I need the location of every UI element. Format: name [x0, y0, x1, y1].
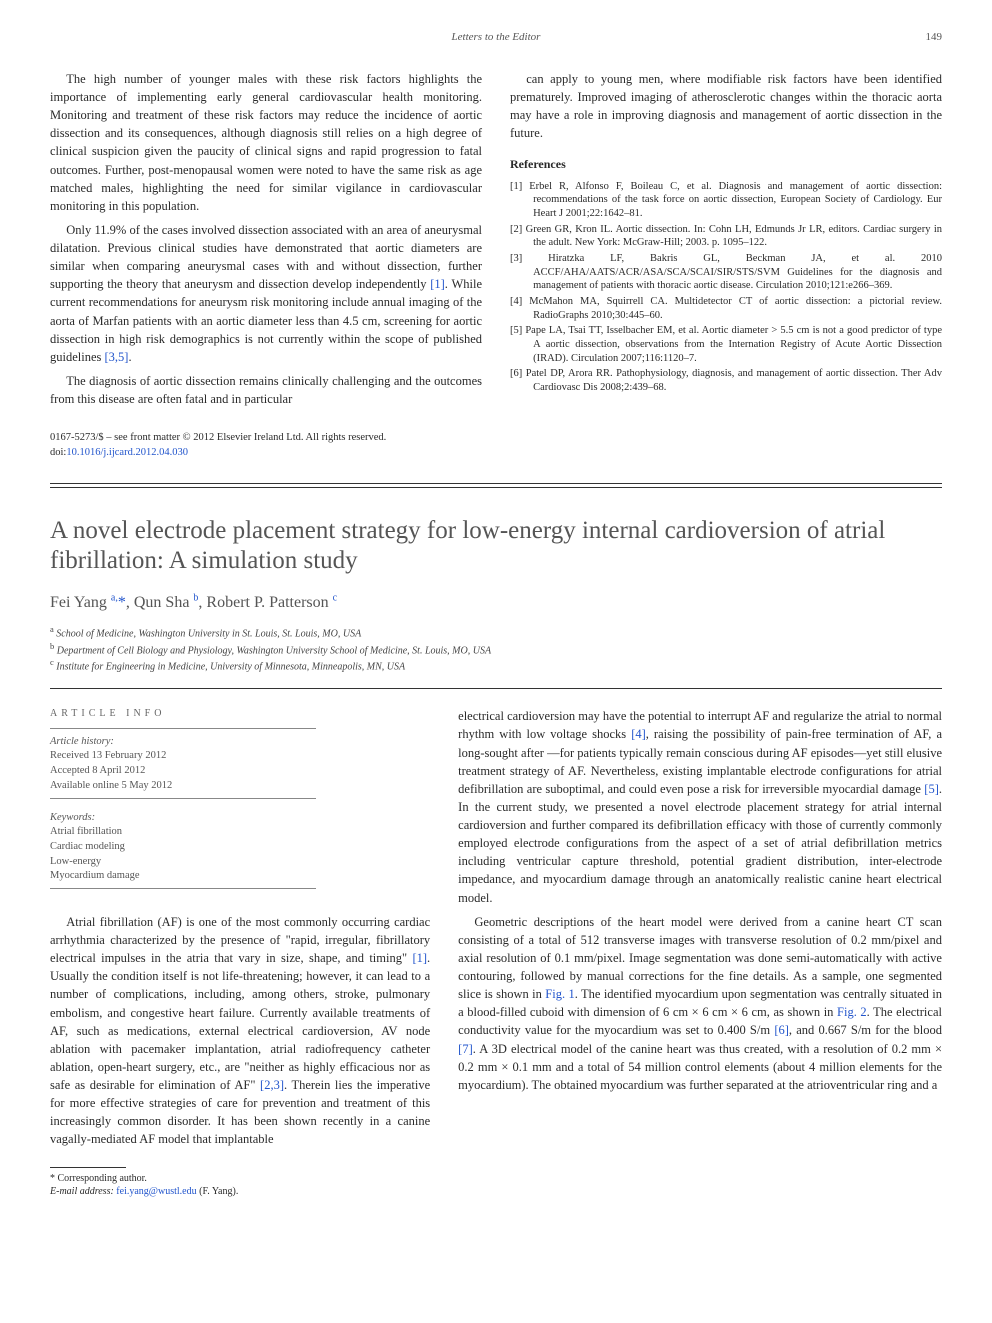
- article-body: ARTICLE INFO Article history: Received 1…: [50, 707, 942, 1198]
- keywords-label: Keywords:: [50, 811, 430, 826]
- keyword: Myocardium damage: [50, 869, 430, 884]
- history-line: Received 13 February 2012: [50, 749, 430, 764]
- para: Atrial fibrillation (AF) is one of the m…: [50, 913, 430, 1149]
- affiliation: c Institute for Engineering in Medicine,…: [50, 657, 942, 674]
- left-body-text: Atrial fibrillation (AF) is one of the m…: [50, 913, 430, 1149]
- left-column: ARTICLE INFO Article history: Received 1…: [50, 707, 430, 1198]
- doi-label: doi:: [50, 447, 66, 458]
- article-rule: [50, 688, 942, 689]
- para: electrical cardioversion may have the po…: [458, 707, 942, 906]
- keyword: Low-energy: [50, 855, 430, 870]
- affiliations: a School of Medicine, Washington Univers…: [50, 624, 942, 674]
- para: Geometric descriptions of the heart mode…: [458, 913, 942, 1094]
- article-separator: [50, 483, 942, 488]
- upper-article-body: The high number of younger males with th…: [50, 70, 942, 414]
- history-line: Available online 5 May 2012: [50, 779, 430, 794]
- corresponding-footnote: * Corresponding author. E-mail address: …: [50, 1172, 430, 1199]
- reference-item: [4] McMahon MA, Squirrell CA. Multidetec…: [510, 295, 942, 322]
- doi-link[interactable]: 10.1016/j.ijcard.2012.04.030: [66, 447, 188, 458]
- keyword: Atrial fibrillation: [50, 825, 430, 840]
- para: can apply to young men, where modifiable…: [510, 70, 942, 143]
- email-attribution: (F. Yang).: [199, 1186, 238, 1197]
- reference-item: [6] Patel DP, Arora RR. Pathophysiology,…: [510, 367, 942, 394]
- affiliation: a School of Medicine, Washington Univers…: [50, 624, 942, 641]
- copyright-line: 0167-5273/$ – see front matter © 2012 El…: [50, 430, 469, 445]
- para: The diagnosis of aortic dissection remai…: [50, 372, 482, 408]
- author-line: Fei Yang a,*, Qun Sha b, Robert P. Patte…: [50, 591, 942, 614]
- journal-name: Letters to the Editor: [90, 30, 902, 46]
- para: The high number of younger males with th…: [50, 70, 482, 215]
- reference-item: [2] Green GR, Kron IL. Aortic dissection…: [510, 223, 942, 250]
- footnote-rule: [50, 1167, 126, 1168]
- email-label: E-mail address:: [50, 1186, 114, 1197]
- reference-item: [1] Erbel R, Alfonso F, Boileau C, et al…: [510, 180, 942, 221]
- para: Only 11.9% of the cases involved dissect…: [50, 221, 482, 366]
- author: Qun Sha b: [134, 594, 199, 611]
- running-header: Letters to the Editor 149: [50, 30, 942, 46]
- author: Fei Yang a,*: [50, 594, 126, 611]
- history-line: Accepted 8 April 2012: [50, 764, 430, 779]
- article-history: Article history: Received 13 February 20…: [50, 735, 430, 794]
- corr-email-link[interactable]: fei.yang@wustl.edu: [116, 1186, 196, 1197]
- references-heading: References: [510, 156, 942, 173]
- keywords-block: Keywords: Atrial fibrillation Cardiac mo…: [50, 811, 430, 884]
- author: Robert P. Patterson c: [206, 594, 337, 611]
- references-list: [1] Erbel R, Alfonso F, Boileau C, et al…: [510, 180, 942, 395]
- keyword: Cardiac modeling: [50, 840, 430, 855]
- corr-label: * Corresponding author.: [50, 1172, 430, 1186]
- affiliation: b Department of Cell Biology and Physiol…: [50, 641, 942, 658]
- page-number: 149: [902, 30, 942, 46]
- reference-item: [5] Pape LA, Tsai TT, Isselbacher EM, et…: [510, 324, 942, 365]
- article-title: A novel electrode placement strategy for…: [50, 516, 942, 577]
- history-label: Article history:: [50, 735, 430, 750]
- article-info-heading: ARTICLE INFO: [50, 707, 430, 722]
- right-column: electrical cardioversion may have the po…: [458, 707, 942, 1198]
- reference-item: [3] Hiratzka LF, Bakris GL, Beckman JA, …: [510, 252, 942, 293]
- copyright-block: 0167-5273/$ – see front matter © 2012 El…: [50, 430, 469, 460]
